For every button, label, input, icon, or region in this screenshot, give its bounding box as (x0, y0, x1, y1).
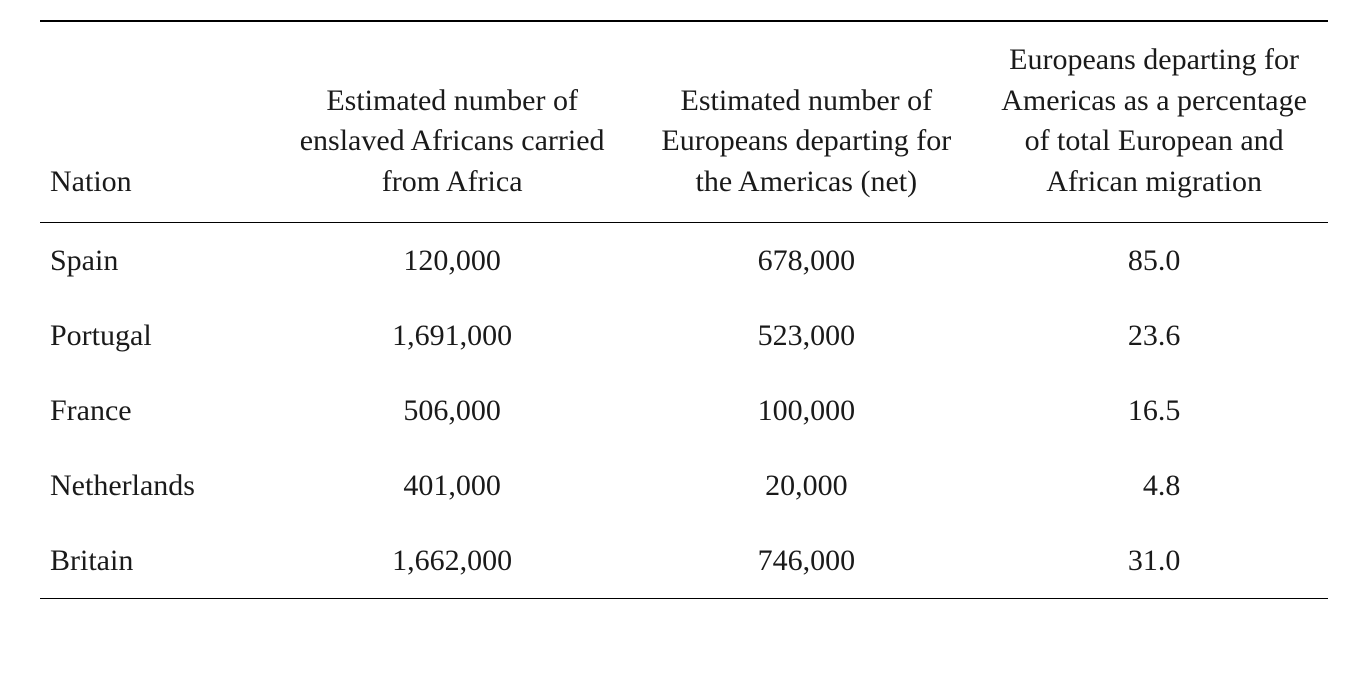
col-header-africans: Estimated number of enslaved Africans ca… (272, 21, 633, 223)
cell-africans: 1,662,000 (272, 523, 633, 599)
table-row: France 506,000 100,000 16.5 (40, 373, 1328, 448)
cell-europeans: 20,000 (632, 448, 980, 523)
cell-nation: Spain (40, 223, 272, 299)
cell-europeans: 678,000 (632, 223, 980, 299)
cell-europeans: 523,000 (632, 298, 980, 373)
cell-pct: 31.0 (980, 523, 1328, 599)
col-header-nation: Nation (40, 21, 272, 223)
col-header-pct: Europeans departing for Americas as a pe… (980, 21, 1328, 223)
cell-africans: 1,691,000 (272, 298, 633, 373)
table-row: Spain 120,000 678,000 85.0 (40, 223, 1328, 299)
cell-nation: Britain (40, 523, 272, 599)
cell-pct: 23.6 (980, 298, 1328, 373)
cell-africans: 120,000 (272, 223, 633, 299)
header-row: Nation Estimated number of enslaved Afri… (40, 21, 1328, 223)
cell-nation: France (40, 373, 272, 448)
cell-pct: 4.8 (980, 448, 1328, 523)
cell-europeans: 100,000 (632, 373, 980, 448)
migration-table: Nation Estimated number of enslaved Afri… (40, 20, 1328, 599)
table-row: Britain 1,662,000 746,000 31.0 (40, 523, 1328, 599)
cell-africans: 401,000 (272, 448, 633, 523)
cell-nation: Portugal (40, 298, 272, 373)
cell-africans: 506,000 (272, 373, 633, 448)
cell-pct: 16.5 (980, 373, 1328, 448)
cell-pct: 85.0 (980, 223, 1328, 299)
cell-europeans: 746,000 (632, 523, 980, 599)
col-header-europeans: Estimated number of Europeans departing … (632, 21, 980, 223)
cell-nation: Netherlands (40, 448, 272, 523)
table-row: Netherlands 401,000 20,000 4.8 (40, 448, 1328, 523)
table-row: Portugal 1,691,000 523,000 23.6 (40, 298, 1328, 373)
